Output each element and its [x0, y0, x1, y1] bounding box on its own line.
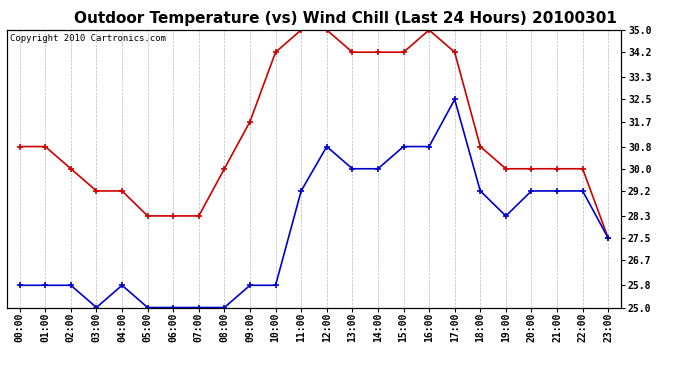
Text: Copyright 2010 Cartronics.com: Copyright 2010 Cartronics.com	[10, 34, 166, 43]
Text: Outdoor Temperature (vs) Wind Chill (Last 24 Hours) 20100301: Outdoor Temperature (vs) Wind Chill (Las…	[74, 11, 616, 26]
